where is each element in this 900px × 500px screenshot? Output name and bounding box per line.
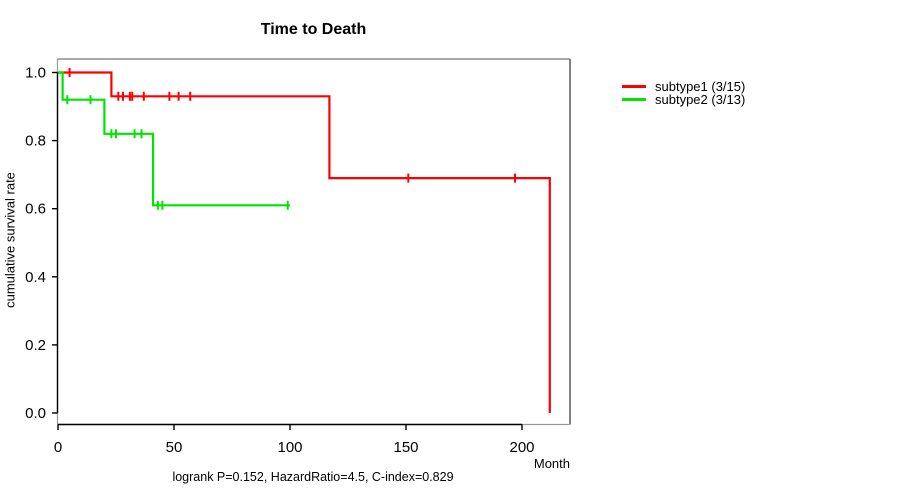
legend-item-subtype1: subtype1 (3/15) <box>622 80 745 93</box>
x-tick-label: 200 <box>509 439 534 456</box>
y-tick-label: 1.0 <box>25 65 46 82</box>
y-tick-label: 0.2 <box>25 337 46 354</box>
y-tick-label: 0.8 <box>25 133 46 150</box>
legend-label-subtype1: subtype1 (3/15) <box>655 79 746 94</box>
x-axis-label: Month <box>533 456 570 471</box>
survival-curve-subtype2 <box>58 71 290 207</box>
y-tick-label: 0.6 <box>25 201 46 218</box>
survival-curve-subtype1 <box>58 71 551 413</box>
x-tick-label: 100 <box>277 439 302 456</box>
chart-title: Time to Death <box>260 21 367 38</box>
x-tick-label: 150 <box>393 439 418 456</box>
legend-item-subtype2: subtype2 (3/13) <box>622 93 745 106</box>
legend-line-swatch-subtype2 <box>622 98 646 101</box>
legend-line-swatch-subtype1 <box>622 85 646 88</box>
legend-label-subtype2: subtype2 (3/13) <box>655 92 746 107</box>
y-tick-label: 0.4 <box>25 269 46 286</box>
x-tick-label: 0 <box>54 439 62 456</box>
x-tick-label: 50 <box>166 439 183 456</box>
y-tick-label: 0.0 <box>25 405 46 422</box>
y-axis-label: cumulative survival rate <box>2 172 18 308</box>
stats-footer: logrank P=0.152, HazardRatio=4.5, C-inde… <box>172 470 454 484</box>
legend: subtype1 (3/15) subtype2 (3/13) <box>622 80 745 106</box>
